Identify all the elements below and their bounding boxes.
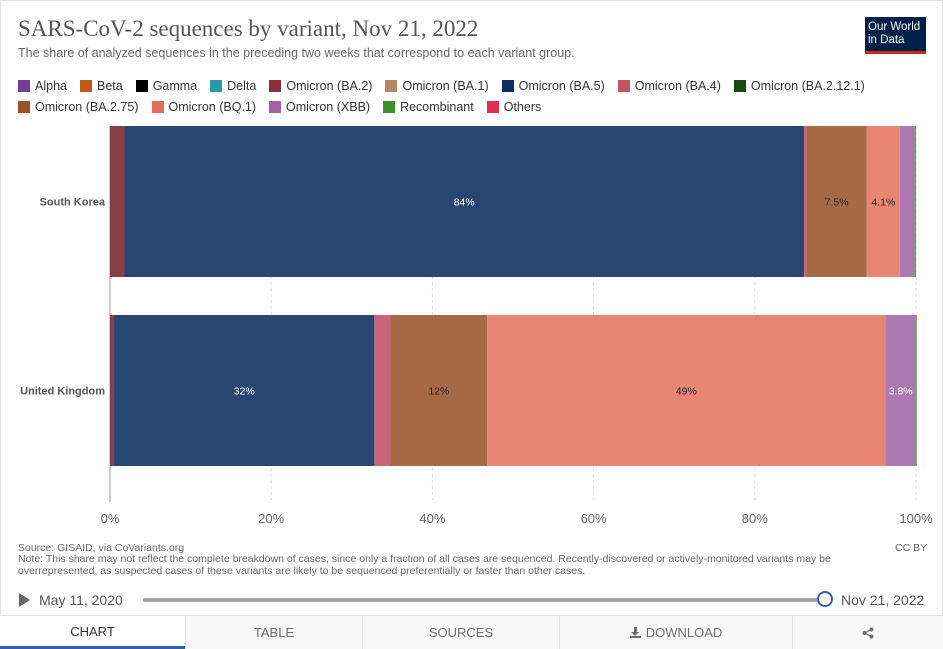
legend-label: Delta: [227, 78, 257, 93]
tab-bar: Chart Table Sources Download: [0, 615, 943, 649]
legend-swatch: [135, 79, 148, 92]
legend-item[interactable]: Others: [486, 99, 542, 114]
legend-label: Recombinant: [400, 99, 474, 114]
category-label: South Korea: [40, 197, 106, 209]
legend-item[interactable]: Beta: [79, 78, 123, 93]
timeline-fill: [143, 598, 823, 602]
legend-item[interactable]: Recombinant: [383, 99, 474, 114]
bar-segment[interactable]: [110, 126, 125, 277]
license-text[interactable]: CC BY: [895, 542, 928, 554]
bar-segment[interactable]: [806, 126, 867, 277]
source-text: Source: GISAID, via CoVariants.org: [18, 542, 185, 554]
share-icon: [862, 627, 874, 638]
legend-item[interactable]: Delta: [210, 78, 257, 93]
category-label: United Kingdom: [20, 386, 105, 398]
x-tick-label: 20%: [258, 511, 284, 526]
tab-table[interactable]: Table: [185, 616, 362, 649]
legend-item[interactable]: Omicron (BA.2.75): [18, 99, 139, 114]
legend-item[interactable]: Omicron (BA.1): [385, 78, 489, 93]
legend-label: Beta: [96, 78, 123, 93]
x-tick-label: 0%: [101, 511, 120, 526]
tab-download[interactable]: Download: [559, 616, 792, 649]
legend-items: Alpha Beta Gamma Delta Omicron (BA.2) Omicron…: [18, 78, 923, 114]
legend-swatch: [210, 79, 223, 92]
legend-swatch: [269, 100, 282, 113]
bar-segment[interactable]: [916, 315, 917, 466]
timeline-handle[interactable]: [817, 591, 833, 607]
stacked-bar-chart: 0% 20% 40% 60% 80% 100% South Korea 84% 7.5% 4.1%…: [20, 126, 933, 526]
x-tick-label: 100%: [899, 511, 933, 526]
tab-share[interactable]: [792, 616, 943, 649]
data-label: 49%: [676, 386, 697, 398]
owid-logo[interactable]: Our World in Data: [865, 17, 926, 54]
tab-download-label: Download: [645, 625, 723, 640]
timeline: May 11, 2020 Nov 21, 2022: [0, 588, 943, 612]
logo-line-1: Our World: [868, 21, 921, 33]
legend-item[interactable]: Omicron (BA.2.12.1): [733, 78, 865, 93]
legend-swatch: [486, 100, 499, 113]
data-label: 7.5%: [825, 197, 849, 209]
legend-item[interactable]: Omicron (BA.5): [501, 78, 605, 93]
bar-segment[interactable]: [866, 126, 900, 277]
legend-item[interactable]: Gamma: [135, 78, 198, 93]
legend-item[interactable]: Omicron (XBB): [269, 99, 371, 114]
legend-swatch: [269, 79, 282, 92]
legend-label: Others: [503, 99, 542, 114]
legend-label: Omicron (BA.2.12.1): [750, 78, 865, 93]
legend: Alpha Beta Gamma Delta Omicron (BA.2) Omicron…: [18, 78, 923, 114]
timeline-end-date: Nov 21, 2022: [841, 592, 925, 608]
chart-title: SARS-CoV-2 sequences by variant, Nov 21,…: [18, 16, 479, 41]
legend-swatch: [79, 79, 92, 92]
note-text-line-2: overrepresented, as suspected cases of t…: [18, 565, 586, 577]
note-text-line-1: Note: This share may not reflect the com…: [18, 553, 831, 565]
bar-segment[interactable]: [914, 126, 916, 277]
legend-swatch: [18, 79, 30, 92]
legend-swatch: [617, 79, 630, 92]
legend-swatch: [151, 100, 164, 113]
legend-label: Omicron (BA.5): [518, 78, 605, 93]
legend-item[interactable]: Alpha: [18, 78, 67, 93]
legend-item[interactable]: Omicron (BA.4): [617, 78, 721, 93]
chart-subtitle: The share of analyzed sequences in the p…: [18, 46, 575, 60]
legend-label: Omicron (BA.4): [634, 78, 721, 93]
legend-swatch: [733, 79, 746, 92]
bar-segment[interactable]: [899, 126, 915, 277]
bar-segment[interactable]: [374, 315, 391, 466]
data-label: 3.8%: [889, 386, 913, 398]
x-tick-label: 80%: [742, 511, 768, 526]
legend-swatch: [385, 79, 398, 92]
bar-segment[interactable]: [885, 315, 916, 466]
bar-segment[interactable]: [110, 315, 115, 466]
legend-label: Omicron (XBB): [286, 99, 371, 114]
legend-item[interactable]: Omicron (BQ.1): [151, 99, 257, 114]
data-label: 32%: [234, 386, 255, 398]
bar-segment[interactable]: [803, 126, 807, 277]
tab-chart[interactable]: Chart: [0, 616, 185, 649]
tab-sources[interactable]: Sources: [362, 616, 559, 649]
timeline-start-date: May 11, 2020: [39, 592, 123, 608]
logo-line-2: in Data: [868, 34, 905, 46]
legend-label: Alpha: [35, 78, 67, 93]
legend-label: Omicron (BQ.1): [168, 99, 257, 114]
legend-swatch: [501, 79, 514, 92]
x-tick-label: 40%: [419, 511, 445, 526]
legend-label: Omicron (BA.2): [286, 78, 373, 93]
data-label: 84%: [454, 197, 475, 209]
bar-segment[interactable]: [124, 126, 804, 277]
data-label: 4.1%: [871, 197, 895, 209]
legend-swatch: [383, 100, 396, 113]
bar-segment[interactable]: [114, 315, 375, 466]
download-icon: [629, 627, 641, 638]
play-icon[interactable]: [19, 593, 30, 607]
legend-label: Omicron (BA.2.75): [35, 99, 139, 114]
bar-segment[interactable]: [487, 315, 886, 466]
bar-segment[interactable]: [390, 315, 488, 466]
legend-label: Gamma: [152, 78, 198, 93]
x-tick-label: 60%: [581, 511, 607, 526]
legend-label: Omicron (BA.1): [402, 78, 489, 93]
data-label: 12%: [428, 386, 449, 398]
legend-swatch: [18, 100, 30, 113]
legend-item[interactable]: Omicron (BA.2): [269, 78, 373, 93]
timeline-track[interactable]: [143, 598, 823, 602]
